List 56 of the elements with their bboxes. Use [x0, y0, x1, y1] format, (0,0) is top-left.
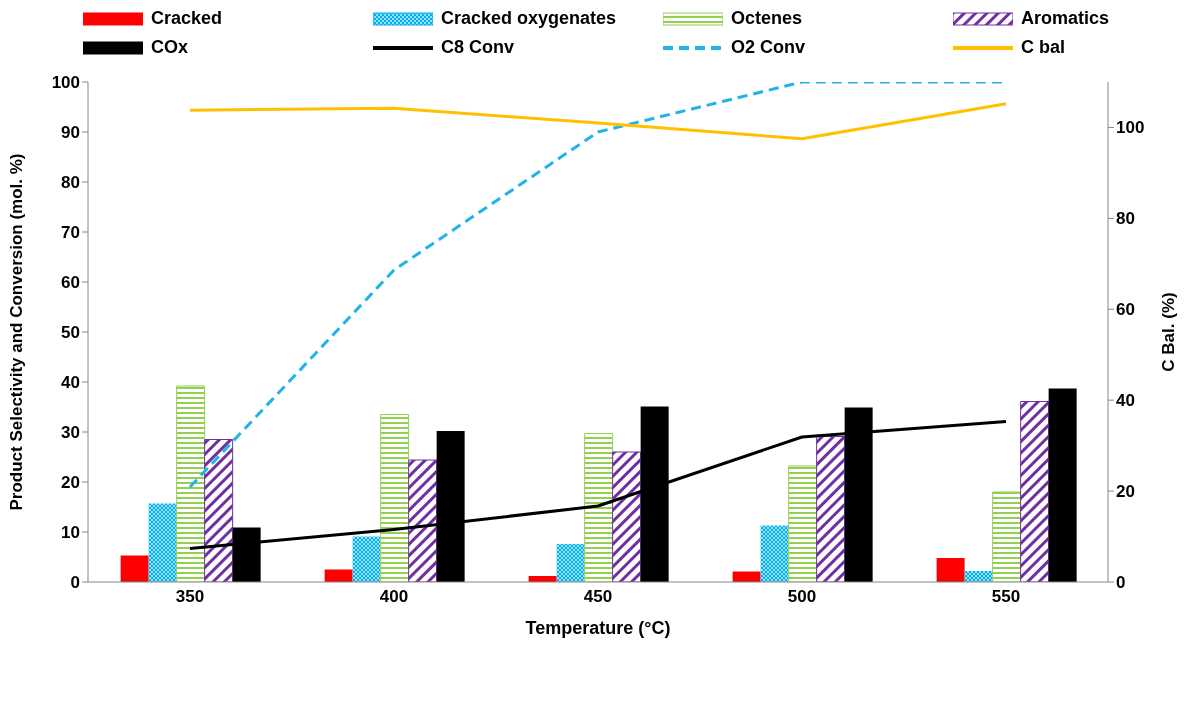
y-tick-label: 70 [61, 223, 80, 243]
y2-tick-label: 0 [1116, 573, 1126, 593]
bar [380, 414, 410, 582]
legend-label: Octenes [731, 8, 803, 29]
y-tick-label: 100 [51, 73, 80, 93]
legend-label: C8 Conv [441, 37, 515, 58]
x-tick-label: 400 [379, 587, 409, 607]
legend-label: O2 Conv [731, 37, 806, 58]
y2-tick-label: 60 [1116, 300, 1135, 320]
bar [788, 465, 818, 582]
y-tick-label: 10 [61, 523, 80, 543]
bar [176, 385, 206, 582]
bar [844, 407, 873, 582]
y-tick-label: 0 [70, 573, 80, 593]
y2-tick-label: 100 [1116, 118, 1145, 138]
legend-label: Aromatics [1021, 8, 1110, 29]
bar [816, 436, 846, 582]
legend-label: C bal [1021, 37, 1066, 58]
bar [556, 544, 585, 582]
bar [612, 451, 642, 582]
line-series [188, 102, 1008, 141]
x-axis-title: Temperature (°C) [525, 618, 671, 638]
bar [232, 527, 261, 582]
bar [148, 503, 177, 582]
x-tick-label: 450 [583, 587, 613, 607]
line-series [188, 420, 1008, 550]
bar [584, 433, 614, 582]
y-tick-label: 80 [61, 173, 80, 193]
legend-label: Cracked [151, 8, 223, 29]
y-tick-label: 30 [61, 423, 80, 443]
y2-axis-title: C Bal. (%) [1159, 292, 1179, 372]
bar [1020, 401, 1050, 582]
y2-tick-label: 20 [1116, 482, 1135, 502]
y-tick-label: 40 [61, 373, 80, 393]
bar [352, 536, 381, 582]
x-tick-label: 500 [787, 587, 817, 607]
bar [992, 491, 1022, 582]
y-tick-label: 20 [61, 473, 80, 493]
bar [120, 555, 149, 582]
bar [204, 439, 234, 582]
legend-label: Cracked oxygenates [441, 8, 617, 29]
y-tick-label: 50 [61, 323, 80, 343]
bar [408, 459, 438, 582]
bar [436, 431, 465, 582]
x-tick-label: 550 [991, 587, 1021, 607]
y-tick-label: 90 [61, 123, 80, 143]
x-tick-label: 350 [175, 587, 205, 607]
y2-tick-label: 80 [1116, 209, 1135, 229]
y2-tick-label: 40 [1116, 391, 1135, 411]
y-tick-label: 60 [61, 273, 80, 293]
bar [1048, 388, 1077, 582]
bar [640, 406, 669, 582]
y-axis-title: Product Selectivity and Conversion (mol. %) [7, 153, 27, 511]
bar [760, 525, 789, 582]
legend-label: COx [151, 37, 189, 58]
bar [936, 558, 965, 582]
